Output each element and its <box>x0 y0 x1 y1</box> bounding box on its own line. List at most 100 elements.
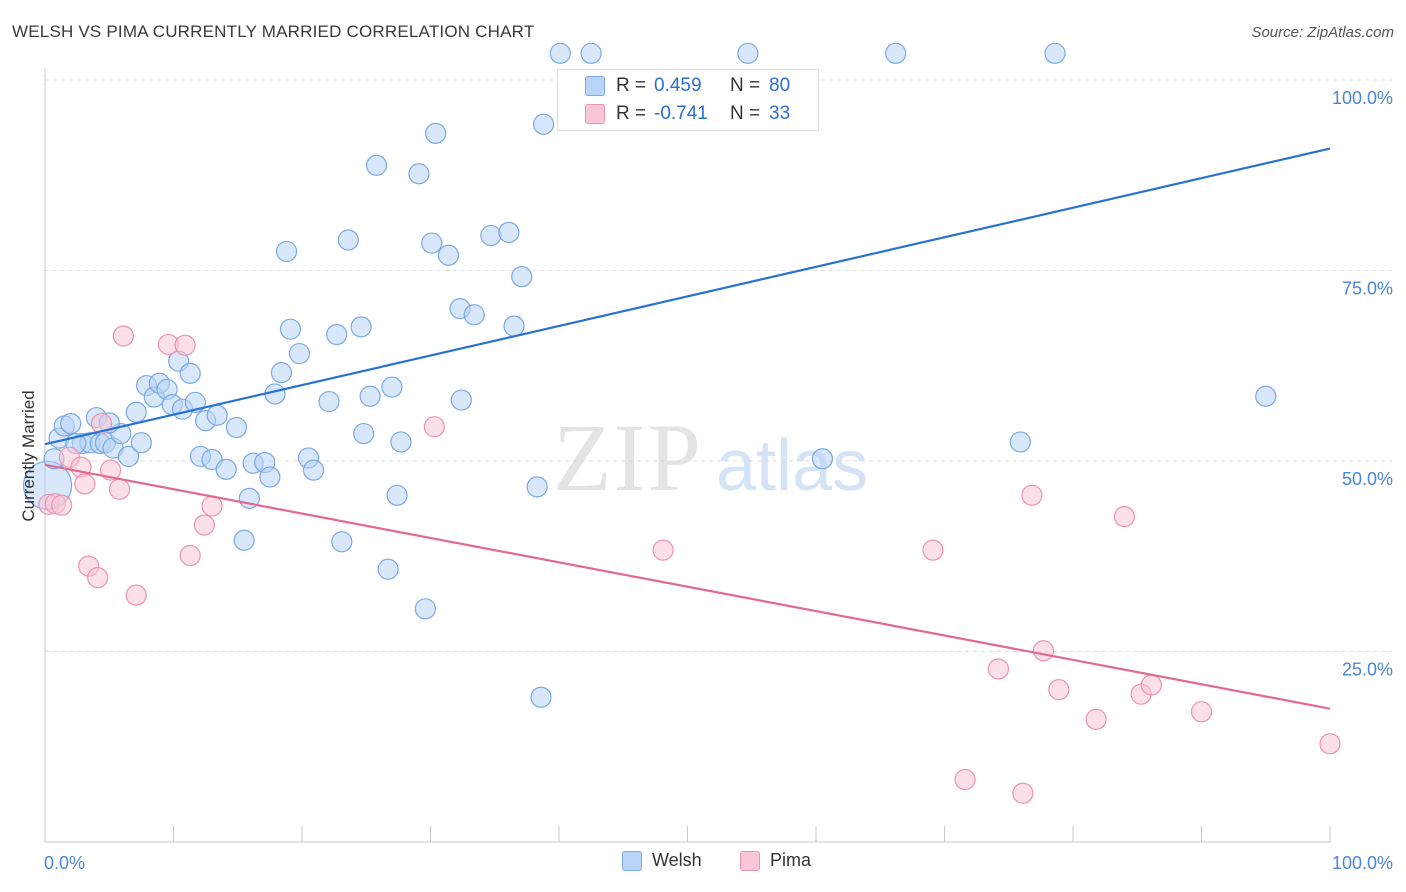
welsh-point <box>326 323 348 346</box>
welsh-point <box>288 342 311 365</box>
pima-point <box>193 514 215 536</box>
watermark-zip: ZIP <box>553 404 703 511</box>
welsh-point <box>318 390 340 413</box>
welsh-point <box>386 484 408 506</box>
welsh-point <box>1255 385 1277 407</box>
pima-point <box>108 478 131 500</box>
welsh-point <box>225 416 248 439</box>
pima-point <box>1032 640 1055 662</box>
legend-label-pima: Pima <box>770 850 812 870</box>
stat-row-pima: R = -0.741 N = 33 <box>558 100 820 128</box>
welsh-point <box>425 122 447 144</box>
welsh-point <box>421 232 443 254</box>
pima-point <box>652 539 674 561</box>
welsh-point <box>279 318 302 340</box>
y-tick-label: 50.0% <box>1342 469 1393 489</box>
pima-point <box>1113 506 1136 528</box>
welsh-r-value: 0.459 <box>654 75 702 96</box>
welsh-point <box>365 154 388 176</box>
zipatlas-watermark: ZIP atlas <box>553 404 868 511</box>
welsh-point <box>408 163 430 185</box>
welsh-point <box>1044 42 1066 64</box>
welsh-point <box>275 240 298 263</box>
pima-point <box>174 334 196 356</box>
gridlines <box>45 79 1392 652</box>
pima-point <box>51 494 73 516</box>
welsh-point <box>337 229 359 251</box>
welsh-n-value: 80 <box>769 75 791 96</box>
pima-r-value: -0.741 <box>654 103 708 124</box>
welsh-point <box>381 376 403 398</box>
pima-point <box>179 544 201 567</box>
y-tick-label: 75.0% <box>1342 279 1393 299</box>
welsh-point <box>450 389 472 411</box>
pima-point <box>1048 678 1070 701</box>
y-axis-label: Currently Married <box>19 390 38 521</box>
pima-trend-line <box>44 463 1331 710</box>
pima-point <box>112 325 134 347</box>
welsh-point <box>215 458 237 480</box>
welsh-point <box>350 316 372 338</box>
pima-point <box>1190 701 1213 723</box>
welsh-point <box>503 315 525 337</box>
welsh-point <box>270 362 293 384</box>
welsh-point <box>811 448 834 470</box>
welsh-point <box>184 391 206 413</box>
source-credit: Source: ZipAtlas.com <box>1251 24 1394 41</box>
welsh-point <box>302 459 325 481</box>
welsh-point <box>463 304 485 326</box>
welsh-point <box>437 244 460 266</box>
x-tick-label: 0.0% <box>44 853 85 873</box>
y-tick-label: 100.0% <box>1332 88 1393 108</box>
pima-point <box>423 416 445 438</box>
pima-point <box>1140 674 1162 696</box>
pima-point <box>954 768 976 791</box>
welsh-point <box>377 558 399 580</box>
welsh-point <box>532 113 555 135</box>
pima-point <box>125 584 147 606</box>
welsh-point <box>737 42 759 64</box>
welsh-point <box>511 265 533 288</box>
pima-swatch <box>585 104 605 124</box>
welsh-point <box>480 224 502 247</box>
welsh-point <box>206 404 228 426</box>
welsh-point <box>359 385 381 407</box>
trend-lines <box>44 147 1331 710</box>
welsh-point <box>233 529 255 551</box>
pima-point <box>1085 708 1107 730</box>
welsh-point <box>530 686 552 708</box>
stat-row-welsh: R = 0.459 N = 80 <box>558 72 820 100</box>
welsh-point <box>1009 431 1031 453</box>
welsh-point <box>179 362 201 384</box>
pima-point <box>1319 733 1341 755</box>
welsh-point <box>125 401 147 423</box>
pima-point <box>1012 782 1034 804</box>
pima-point <box>922 539 944 561</box>
legend-item-welsh[interactable]: Welsh <box>622 850 702 871</box>
welsh-point <box>526 476 548 498</box>
pima-point <box>87 566 109 589</box>
welsh-swatch <box>585 76 605 96</box>
welsh-point <box>414 598 436 620</box>
pima-point <box>1021 484 1043 506</box>
welsh-point <box>331 531 353 553</box>
x-tick-label: 100.0% <box>1332 853 1393 873</box>
pima-point <box>201 495 223 517</box>
welsh-point <box>117 445 140 468</box>
welsh-point <box>390 431 412 453</box>
chart-title: WELSH VS PIMA CURRENTLY MARRIED CORRELAT… <box>12 22 535 41</box>
x-tick-labels: 0.0% 100.0% <box>44 853 1393 873</box>
y-tick-label: 25.0% <box>1342 660 1393 680</box>
legend-swatch-pima <box>740 850 760 871</box>
welsh-point <box>549 42 571 64</box>
correlation-stats-box: R = 0.459 N = 80 R = -0.741 N = 33 <box>557 69 819 131</box>
pima-n-value: 33 <box>769 103 791 124</box>
legend-swatch-welsh <box>622 850 642 871</box>
pima-point <box>99 459 122 481</box>
welsh-trend-line <box>44 147 1331 446</box>
legend-item-pima[interactable]: Pima <box>740 850 811 871</box>
pima-points <box>38 325 1341 804</box>
legend-label-welsh: Welsh <box>652 850 702 870</box>
legend: Welsh Pima <box>0 850 1406 878</box>
